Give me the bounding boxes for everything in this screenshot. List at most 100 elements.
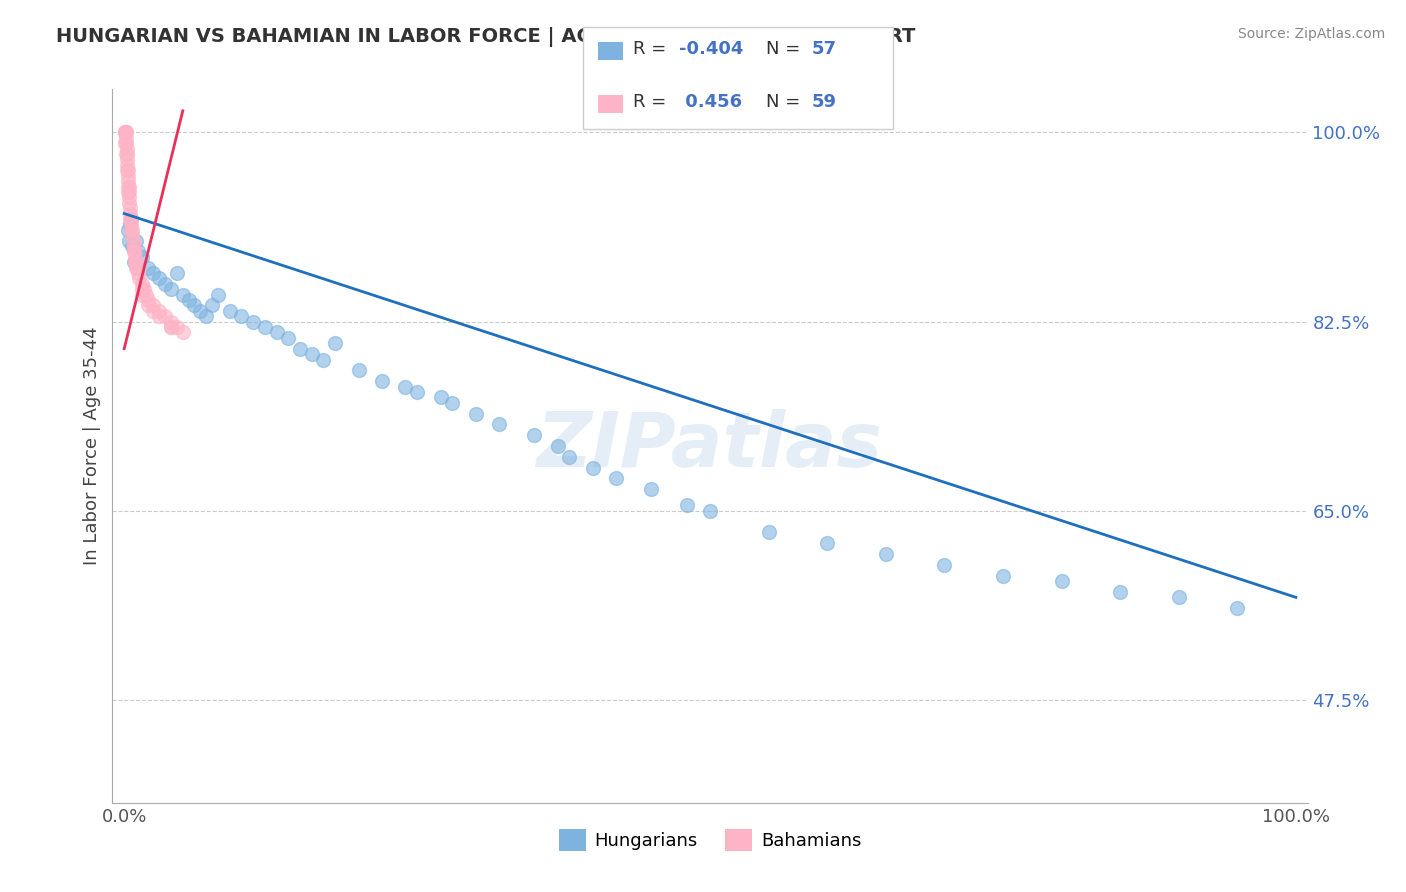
Point bbox=[218, 303, 240, 318]
Point bbox=[114, 125, 136, 139]
Point bbox=[125, 260, 148, 275]
Point bbox=[441, 396, 464, 410]
Point bbox=[117, 158, 139, 172]
Point bbox=[1167, 591, 1189, 605]
Point bbox=[127, 244, 149, 259]
Point bbox=[118, 179, 141, 194]
Point bbox=[160, 282, 183, 296]
Point bbox=[128, 271, 150, 285]
Point bbox=[127, 260, 149, 275]
Point bbox=[160, 315, 183, 329]
Point bbox=[115, 125, 138, 139]
Point bbox=[758, 525, 780, 540]
Point bbox=[120, 211, 142, 226]
Point bbox=[166, 266, 188, 280]
Point bbox=[136, 293, 159, 307]
Text: 0.456: 0.456 bbox=[679, 94, 742, 112]
Point bbox=[131, 287, 153, 301]
Point bbox=[934, 558, 956, 572]
Point bbox=[115, 153, 138, 167]
Point bbox=[117, 179, 139, 194]
Point bbox=[114, 125, 136, 139]
Point bbox=[699, 504, 721, 518]
Point bbox=[124, 250, 146, 264]
Text: 57: 57 bbox=[811, 40, 837, 58]
Point bbox=[121, 223, 143, 237]
Point bbox=[207, 287, 229, 301]
Point bbox=[120, 223, 142, 237]
Point bbox=[394, 379, 416, 393]
Point bbox=[118, 234, 141, 248]
Point bbox=[115, 131, 138, 145]
Point bbox=[582, 460, 605, 475]
Point bbox=[177, 293, 200, 307]
Point bbox=[160, 320, 183, 334]
Point bbox=[253, 320, 276, 334]
Point bbox=[148, 310, 170, 324]
Point bbox=[242, 315, 264, 329]
Point bbox=[118, 195, 141, 210]
Point bbox=[114, 136, 136, 151]
Point bbox=[124, 255, 146, 269]
Point bbox=[991, 568, 1014, 582]
Point bbox=[1226, 601, 1249, 615]
Point bbox=[131, 277, 153, 291]
Point bbox=[115, 147, 138, 161]
Point bbox=[131, 282, 153, 296]
Text: 59: 59 bbox=[811, 94, 837, 112]
Point bbox=[122, 244, 145, 259]
Point bbox=[277, 331, 299, 345]
Point bbox=[188, 303, 212, 318]
Point bbox=[160, 320, 183, 334]
Point bbox=[122, 255, 145, 269]
Y-axis label: In Labor Force | Age 35-44: In Labor Force | Age 35-44 bbox=[83, 326, 101, 566]
Point bbox=[547, 439, 569, 453]
Point bbox=[117, 174, 139, 188]
Point bbox=[605, 471, 627, 485]
Point bbox=[142, 303, 165, 318]
Point bbox=[115, 136, 138, 151]
Point bbox=[118, 185, 141, 199]
Point bbox=[288, 342, 311, 356]
Point bbox=[121, 239, 143, 253]
Point bbox=[136, 260, 159, 275]
Point bbox=[371, 374, 394, 388]
Point bbox=[488, 417, 510, 432]
Point bbox=[122, 239, 145, 253]
Point bbox=[122, 234, 145, 248]
Point bbox=[148, 303, 170, 318]
Point bbox=[120, 206, 141, 220]
Point bbox=[266, 326, 288, 340]
Point bbox=[323, 336, 346, 351]
Point bbox=[640, 482, 662, 496]
Text: -0.404: -0.404 bbox=[679, 40, 744, 58]
Text: ZIPatlas: ZIPatlas bbox=[537, 409, 883, 483]
Point bbox=[464, 407, 486, 421]
Point bbox=[117, 223, 139, 237]
Point bbox=[301, 347, 323, 361]
Text: Source: ZipAtlas.com: Source: ZipAtlas.com bbox=[1237, 27, 1385, 41]
Point bbox=[166, 320, 188, 334]
Text: N =: N = bbox=[766, 40, 806, 58]
Text: N =: N = bbox=[766, 94, 806, 112]
Point bbox=[120, 218, 141, 232]
Text: HUNGARIAN VS BAHAMIAN IN LABOR FORCE | AGE 35-44 CORRELATION CHART: HUNGARIAN VS BAHAMIAN IN LABOR FORCE | A… bbox=[56, 27, 915, 46]
Point bbox=[118, 190, 141, 204]
Point bbox=[429, 390, 451, 404]
Point bbox=[131, 250, 153, 264]
Point bbox=[155, 277, 177, 291]
Point bbox=[523, 428, 546, 442]
Point bbox=[406, 384, 429, 399]
Text: R =: R = bbox=[633, 40, 672, 58]
Point bbox=[815, 536, 838, 550]
Point bbox=[121, 228, 143, 243]
Point bbox=[231, 310, 253, 324]
Point bbox=[122, 244, 145, 259]
Point bbox=[875, 547, 897, 561]
Point bbox=[148, 271, 170, 285]
Point bbox=[135, 287, 157, 301]
Point bbox=[115, 142, 138, 156]
Point bbox=[114, 125, 136, 139]
Point bbox=[1109, 585, 1132, 599]
Point bbox=[183, 298, 205, 312]
